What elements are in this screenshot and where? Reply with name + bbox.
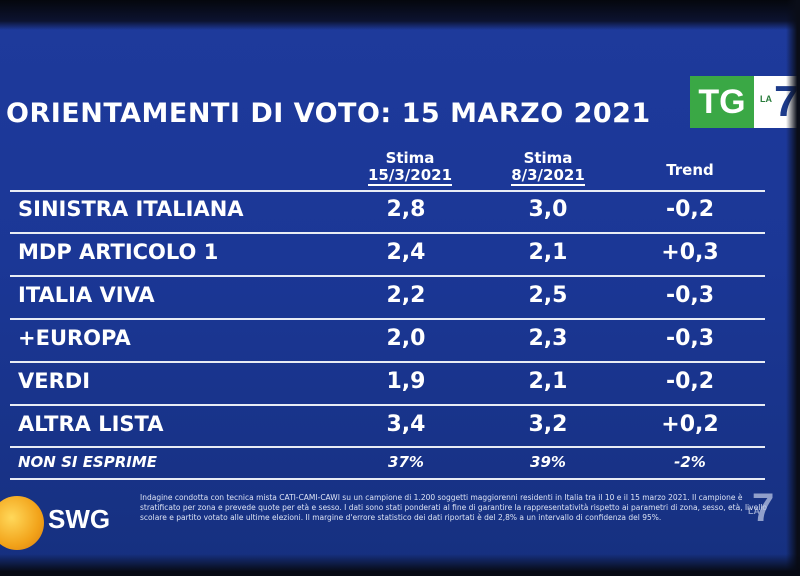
party-name: ITALIA VIVA: [18, 283, 155, 307]
table-row: ALTRA LISTA 3,4 3,2 +0,2: [0, 406, 800, 446]
table-row: ITALIA VIVA 2,2 2,5 -0,3: [0, 277, 800, 317]
table-row: VERDI 1,9 2,1 -0,2: [0, 363, 800, 403]
trend-value: -0,3: [665, 283, 715, 308]
table-divider: [10, 404, 765, 406]
column-header-line1: Stima: [523, 149, 573, 167]
column-header-line2: 8/3/2021: [511, 166, 585, 186]
la7-watermark-la: LA: [748, 506, 760, 516]
stima-current-value: 1,9: [386, 369, 426, 394]
table-divider: [10, 275, 765, 277]
table-row: MDP ARTICOLO 1 2,4 2,1 +0,3: [0, 234, 800, 274]
stima-current-value: 2,8: [386, 197, 426, 222]
trend-value: +0,3: [661, 240, 719, 265]
stima-current-value: 3,4: [386, 412, 426, 437]
stima-previous-value: 2,1: [528, 240, 568, 265]
column-header-line2: 15/3/2021: [367, 166, 453, 186]
table-divider: [10, 446, 765, 448]
trend-value: -0,2: [665, 197, 715, 222]
column-header-line1: Trend: [666, 161, 714, 179]
stima-current-value: 2,4: [386, 240, 426, 265]
column-header-line1: Stima: [385, 149, 435, 167]
methodology-note: Indagine condotta con tecnica mista CATI…: [140, 493, 767, 522]
la-logo-text: LA: [760, 94, 772, 104]
stima-previous-value: 3,2: [528, 412, 568, 437]
table-divider: [10, 190, 765, 192]
stima-current-value: 2,2: [386, 283, 426, 308]
table-row: SINISTRA ITALIANA 2,8 3,0 -0,2: [0, 191, 800, 231]
stima-previous-value: 3,0: [528, 197, 568, 222]
party-name: VERDI: [18, 369, 91, 393]
screen-bezel-bottom: [0, 554, 800, 576]
party-name: +EUROPA: [18, 326, 131, 350]
la7-watermark-seven: 7: [752, 486, 775, 530]
table-row-non-si-esprime: NON SI ESPRIME 37% 39% -2%: [0, 449, 800, 479]
column-header-stima-current: Stima 15/3/2021: [355, 150, 465, 186]
screen-bezel-top: [0, 0, 800, 30]
la7-watermark: 7 LA: [748, 486, 775, 531]
party-name: ALTRA LISTA: [18, 412, 164, 436]
party-name: SINISTRA ITALIANA: [18, 197, 244, 221]
table-divider: [10, 478, 765, 480]
party-name: NON SI ESPRIME: [18, 453, 158, 471]
stima-previous-value: 2,1: [528, 369, 568, 394]
stima-current-value: 37%: [388, 453, 424, 471]
column-header-trend: Trend: [640, 162, 740, 179]
trend-value: -2%: [674, 453, 706, 471]
tg-logo-mark: TG: [690, 76, 754, 128]
trend-value: -0,3: [665, 326, 715, 351]
screen-bezel-right: [786, 0, 800, 576]
stima-previous-value: 2,5: [528, 283, 568, 308]
tg-la7-logo: TG LA 7: [690, 76, 800, 128]
swg-logo: SWG: [0, 492, 130, 552]
table-row: +EUROPA 2,0 2,3 -0,3: [0, 320, 800, 360]
party-name: MDP ARTICOLO 1: [18, 240, 219, 264]
stima-previous-value: 2,3: [528, 326, 568, 351]
table-divider: [10, 232, 765, 234]
trend-value: +0,2: [661, 412, 719, 437]
column-header-stima-previous: Stima 8/3/2021: [493, 150, 603, 186]
stima-current-value: 2,0: [386, 326, 426, 351]
swg-logo-text: SWG: [48, 504, 111, 534]
table-divider: [10, 318, 765, 320]
swg-sun-icon: [0, 496, 44, 550]
stima-previous-value: 39%: [530, 453, 566, 471]
table-divider: [10, 361, 765, 363]
graphic-title: ORIENTAMENTI DI VOTO: 15 MARZO 2021: [6, 98, 651, 129]
trend-value: -0,2: [665, 369, 715, 394]
